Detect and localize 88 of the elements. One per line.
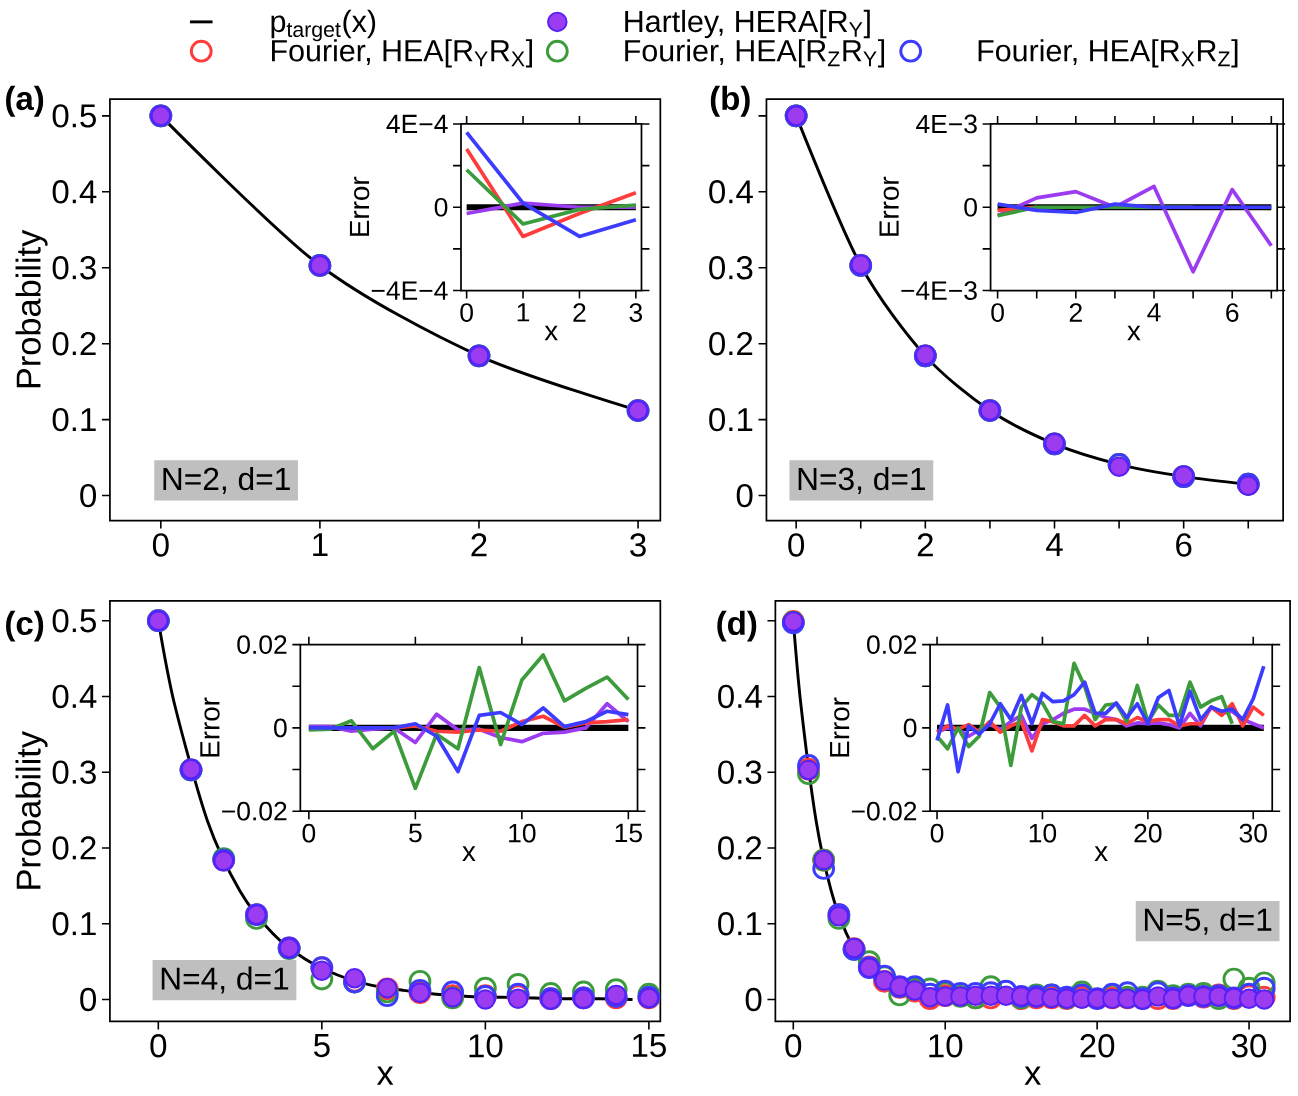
y-tick-label: 0.5 [52,104,96,128]
chart-title: (b) [710,85,750,117]
x-tick-label: 20 [1134,823,1162,843]
x-axis-title: x [1024,1066,1041,1085]
annotation: N=3, d=1 [798,466,926,495]
x-axis-title: x [1127,325,1141,341]
x-axis-title: x [544,325,558,341]
x-tick-label: 0 [460,303,473,322]
x-tick-label: 4 [1046,533,1063,557]
y-tick-label: 0.1 [718,912,762,936]
y-tick-label: 4E−4 [386,114,448,134]
y-tick-label: 0.2 [52,332,96,356]
y-tick-label: 0.4 [52,180,97,204]
x-tick-label: 2 [471,533,487,557]
x-tick-label: 2 [573,303,586,322]
y-tick-label: 0.2 [709,332,753,356]
x-tick-label: 0 [152,533,169,557]
x-tick-label: 5 [313,1034,330,1058]
legend-label: Hartley, HERA[R$_{Y}$] [625,9,870,39]
annotation: N=2, d=1 [163,466,290,495]
y-tick-label: 0.4 [718,684,762,709]
x-tick-label: 0 [788,533,805,557]
y-tick-label: 0.4 [709,180,753,204]
x-tick-label: 0 [991,303,1004,322]
y-tick-label: 0 [964,197,977,217]
x-tick-label: 1 [517,303,530,322]
x-tick-label: 30 [1231,1034,1267,1058]
y-tick-label: 0 [736,483,753,508]
annotation: N=5, d=1 [1144,907,1272,935]
x-tick-label: 10 [929,1034,963,1058]
y-axis-title: Probability [15,229,48,388]
y-axis-title: Probability [15,731,48,889]
y-tick-label: −0.02 [851,801,917,821]
x-tick-label: 1 [313,533,328,557]
y-tick-label: 0 [903,718,917,738]
y-tick-label: 0.3 [709,256,753,280]
x-tick-label: 2 [1069,303,1082,322]
chart-title: (c) [6,610,44,642]
x-axis-title: x [462,846,476,862]
x-tick-label: 10 [1029,823,1057,843]
x-tick-label: 4 [1147,303,1161,322]
chart-title: (a) [6,85,44,117]
y-tick-label: 0.02 [237,635,287,655]
y-tick-label: 0.3 [52,256,96,280]
y-axis-title: Error [879,176,899,236]
x-tick-label: 6 [1176,533,1192,557]
x-tick-label: 15 [615,823,642,843]
x-tick-label: 0 [150,1034,167,1058]
y-tick-label: −0.02 [222,801,287,821]
y-tick-label: 0.2 [718,836,762,860]
y-tick-label: 0 [274,718,287,738]
y-tick-label: 0 [434,197,448,217]
chart-title: (d) [717,610,757,642]
y-tick-label: 0 [80,987,97,1012]
y-tick-label: −4E−3 [901,281,977,300]
x-tick-label: 5 [409,823,422,843]
y-tick-label: 0.1 [52,912,96,936]
x-axis-title: x [1094,846,1108,862]
y-tick-label: 0.2 [52,836,96,860]
y-axis-title: Error [200,697,220,757]
x-tick-label: 0 [302,823,316,843]
x-tick-label: 3 [629,303,643,322]
y-tick-label: 0 [80,483,97,508]
x-tick-label: 0 [785,1034,802,1058]
y-tick-label: 0.1 [52,408,96,432]
y-tick-label: 0.3 [718,760,762,784]
x-tick-label: 20 [1080,1034,1115,1058]
y-tick-label: −4E−4 [371,281,448,300]
x-tick-label: 3 [630,533,646,557]
y-tick-label: 0.4 [52,684,97,709]
y-tick-label: 0.1 [709,408,753,432]
x-tick-label: 10 [469,1034,503,1058]
x-axis-title: x [376,1066,394,1085]
annotation: N=4, d=1 [161,966,289,994]
y-tick-label: 4E−3 [916,114,977,134]
legend-label: Fourier, HEA[R$_{Z}$R$_{Y}$] [625,39,885,68]
y-tick-label: 0 [745,987,762,1012]
y-tick-label: 0.3 [52,760,96,784]
x-tick-label: 30 [1239,823,1267,843]
y-axis-title: Error [349,176,370,236]
x-tick-label: 15 [633,1034,666,1058]
y-tick-label: 0.5 [52,609,96,633]
y-axis-title: Error [830,697,850,757]
x-tick-label: 2 [917,533,933,557]
x-tick-label: 6 [1226,303,1239,322]
legend-label: Fourier, HEA[R$_{X}$R$_{Z}$] [978,39,1238,68]
x-tick-label: 10 [509,823,536,843]
y-tick-label: 0.02 [867,635,917,655]
